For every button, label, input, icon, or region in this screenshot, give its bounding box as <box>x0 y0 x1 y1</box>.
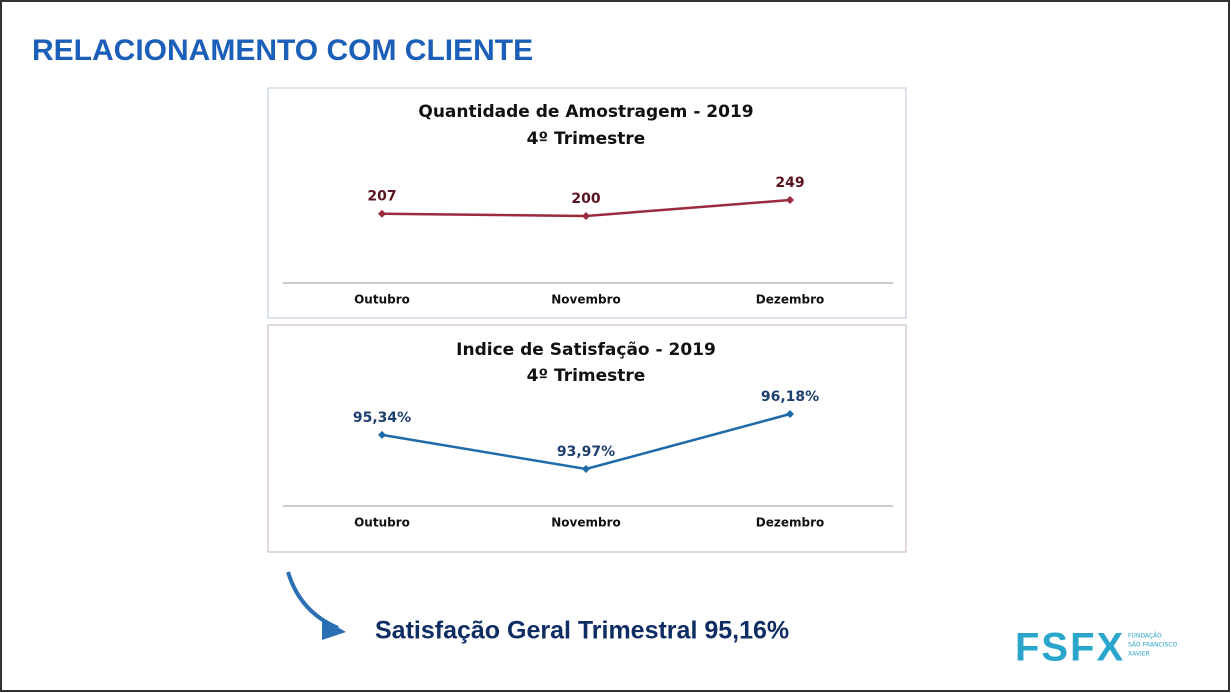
slide-title: RELACIONAMENTO COM CLIENTE <box>32 34 533 67</box>
logo-text: XAVIER <box>1128 651 1150 658</box>
x-tick-label: Novembro <box>551 516 621 530</box>
data-label: 249 <box>775 175 804 191</box>
logo-text: FUNDAÇÃO <box>1128 633 1162 640</box>
chart-box <box>267 324 907 553</box>
summary: Satisfação Geral Trimestral 95,16% <box>375 617 789 645</box>
x-tick-label: Novembro <box>551 293 621 307</box>
chart-subtitle: 4º Trimestre <box>527 129 646 149</box>
chart-box <box>267 87 907 319</box>
chart-title: Quantidade de Amostragem - 2019 <box>418 102 753 122</box>
point <box>786 410 794 418</box>
data-label: 207 <box>367 189 396 205</box>
logo-mark: FSFX <box>1015 626 1125 670</box>
point <box>582 212 590 220</box>
data-label: 95,34% <box>353 410 411 426</box>
arrow-head <box>322 618 346 640</box>
data-label: 96,18% <box>761 389 819 405</box>
x-tick-label: Outubro <box>354 516 410 530</box>
point <box>378 430 386 439</box>
point <box>582 465 590 473</box>
chart-subtitle: 4º Trimestre <box>527 366 646 386</box>
data-label: 200 <box>571 191 600 207</box>
point <box>378 209 386 218</box>
logo-text: SÃO FRANCISCO <box>1128 642 1177 649</box>
x-tick-label: Dezembro <box>756 516 824 530</box>
chart-title: Indice de Satisfação - 2019 <box>456 340 716 360</box>
x-tick-label: Outubro <box>354 293 410 307</box>
x-tick-label: Dezembro <box>756 293 824 307</box>
data-label: 93,97% <box>557 444 615 460</box>
point <box>786 196 794 204</box>
